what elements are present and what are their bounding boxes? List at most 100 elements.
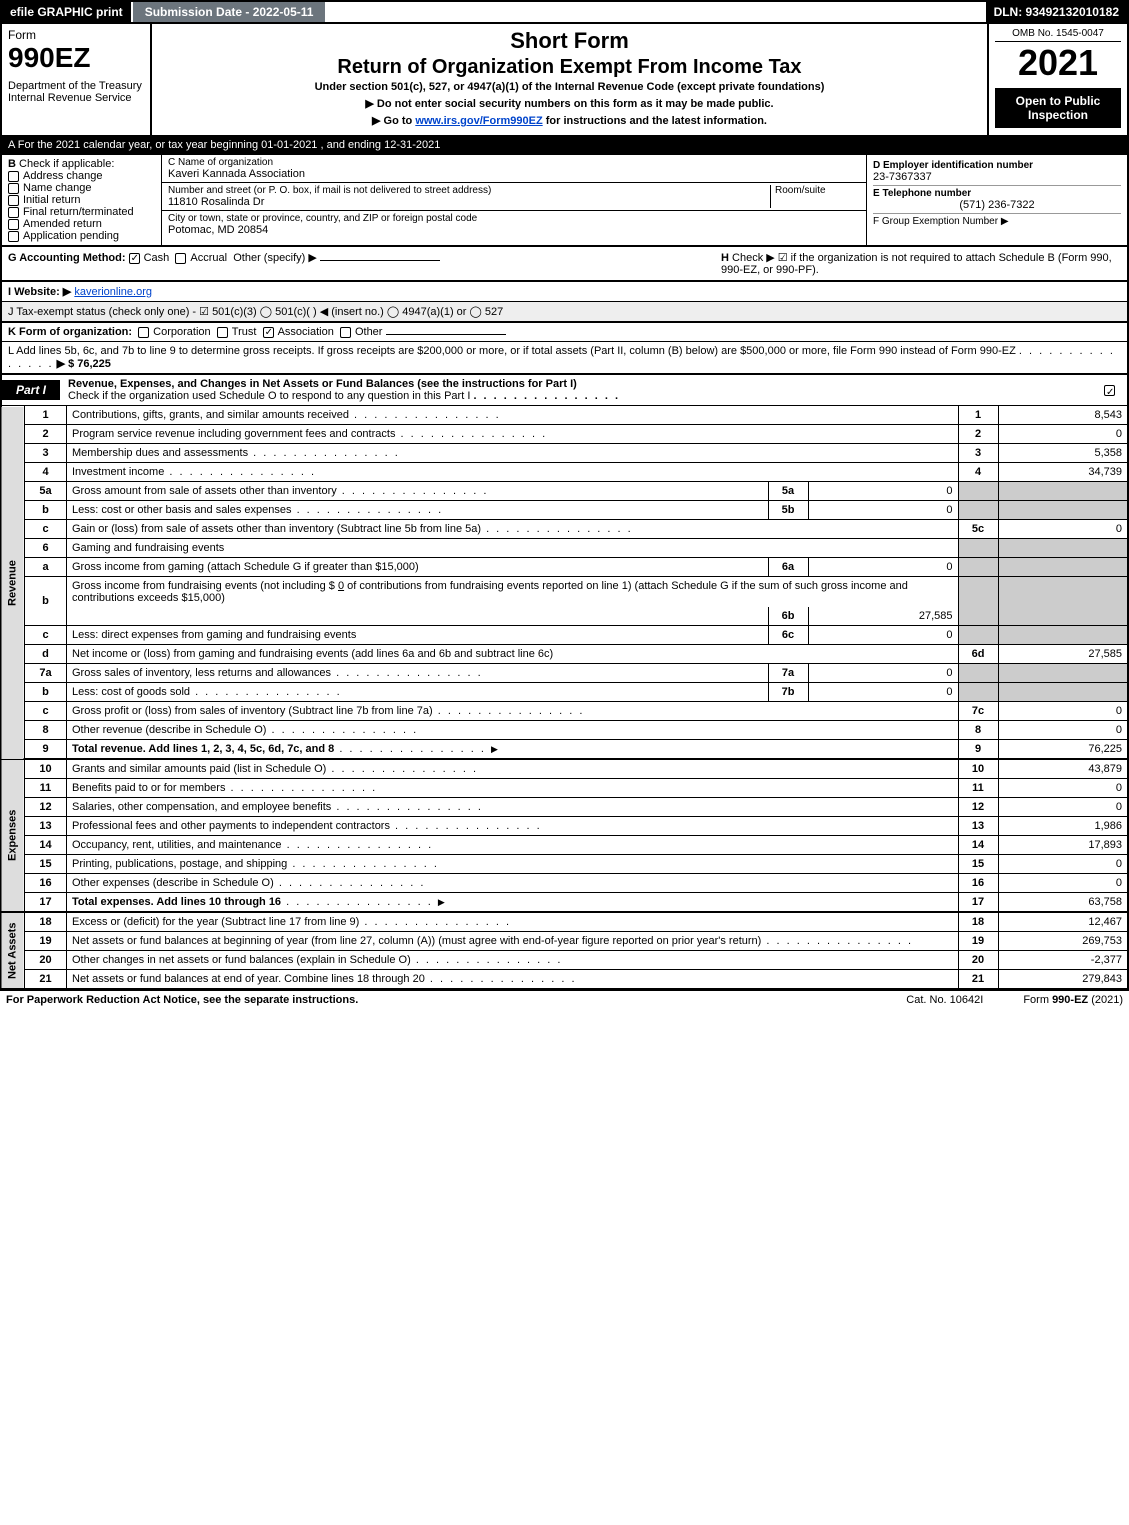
shade-cell — [958, 501, 998, 520]
checkbox-trust[interactable] — [217, 327, 228, 338]
l6c-num: c — [25, 626, 67, 645]
l14-num: 14 — [25, 836, 67, 855]
checkbox-schedule-o[interactable] — [1104, 385, 1115, 396]
row-6d: d Net income or (loss) from gaming and f… — [1, 645, 1128, 664]
l13-desc: Professional fees and other payments to … — [72, 820, 390, 832]
checkbox-final-return[interactable] — [8, 207, 19, 218]
checkbox-name-change[interactable] — [8, 183, 19, 194]
l7c-rn: 7c — [958, 702, 998, 721]
dots-icon — [164, 466, 316, 478]
l8-val: 0 — [998, 721, 1128, 740]
l18-val: 12,467 — [998, 912, 1128, 932]
k-trust: Trust — [232, 326, 257, 338]
l6c-sv: 0 — [808, 626, 958, 645]
website-link[interactable]: kaverionline.org — [74, 286, 152, 298]
l10-rn: 10 — [958, 759, 998, 779]
row-6a: a Gross income from gaming (attach Sched… — [1, 558, 1128, 577]
row-20: 20 Other changes in net assets or fund b… — [1, 951, 1128, 970]
side-revenue: Revenue — [1, 406, 25, 759]
h-label: H — [721, 252, 729, 264]
checkbox-address-change[interactable] — [8, 171, 19, 182]
row-16: 16 Other expenses (describe in Schedule … — [1, 874, 1128, 893]
form-header: Form 990EZ Department of the Treasury In… — [0, 24, 1129, 137]
b-item-2: Initial return — [23, 194, 80, 206]
checkbox-initial-return[interactable] — [8, 195, 19, 206]
l15-desc: Printing, publications, postage, and shi… — [72, 858, 287, 870]
phone-label: E Telephone number — [873, 188, 1121, 199]
l21-val: 279,843 — [998, 970, 1128, 990]
i-label: I Website: ▶ — [8, 286, 71, 298]
dots-icon — [292, 504, 444, 516]
l17-num: 17 — [25, 893, 67, 913]
c-city-label: City or town, state or province, country… — [168, 213, 860, 224]
l16-val: 0 — [998, 874, 1128, 893]
l7a-desc: Gross sales of inventory, less returns a… — [72, 667, 331, 679]
l20-desc: Other changes in net assets or fund bala… — [72, 954, 411, 966]
part1-sub-dots — [473, 390, 620, 402]
irs-link[interactable]: www.irs.gov/Form990EZ — [415, 115, 542, 127]
part1-table: Revenue 1 Contributions, gifts, grants, … — [0, 406, 1129, 990]
l19-rn: 19 — [958, 932, 998, 951]
checkbox-assoc[interactable] — [263, 327, 274, 338]
l6a-num: a — [25, 558, 67, 577]
dots-icon — [433, 705, 585, 717]
l5c-desc: Gain or (loss) from sale of assets other… — [72, 523, 481, 535]
section-i: I Website: ▶ kaverionline.org — [0, 282, 1129, 301]
shade-cell — [998, 664, 1128, 683]
checkbox-corp[interactable] — [138, 327, 149, 338]
dots-icon — [481, 523, 633, 535]
l12-desc: Salaries, other compensation, and employ… — [72, 801, 331, 813]
shade-cell — [998, 501, 1128, 520]
dots-icon — [395, 428, 547, 440]
c-name-label: C Name of organization — [168, 157, 860, 168]
header-left: Form 990EZ Department of the Treasury In… — [2, 24, 152, 135]
l5b-sv: 0 — [808, 501, 958, 520]
section-j: J Tax-exempt status (check only one) - ☑… — [0, 301, 1129, 323]
l12-num: 12 — [25, 798, 67, 817]
short-form-title: Short Form — [162, 28, 977, 54]
l8-desc: Other revenue (describe in Schedule O) — [72, 724, 266, 736]
section-g: G Accounting Method: Cash Accrual Other … — [8, 251, 721, 276]
l5c-rn: 5c — [958, 520, 998, 539]
k-corp: Corporation — [153, 326, 210, 338]
c-addr-label: Number and street (or P. O. box, if mail… — [168, 185, 770, 196]
l5a-num: 5a — [25, 482, 67, 501]
checkbox-amended-return[interactable] — [8, 219, 19, 230]
l12-rn: 12 — [958, 798, 998, 817]
row-6b-1: b Gross income from fundraising events (… — [1, 577, 1128, 608]
dots-icon — [349, 409, 501, 421]
footer-form-pre: Form — [1023, 994, 1052, 1006]
checkbox-application-pending[interactable] — [8, 231, 19, 242]
dots-icon — [390, 820, 542, 832]
row-7c: c Gross profit or (loss) from sales of i… — [1, 702, 1128, 721]
checkbox-cash[interactable] — [129, 253, 140, 264]
l20-num: 20 — [25, 951, 67, 970]
dots-icon — [248, 447, 400, 459]
org-city: Potomac, MD 20854 — [168, 224, 860, 236]
l7b-sv: 0 — [808, 683, 958, 702]
l3-rn: 3 — [958, 444, 998, 463]
l11-num: 11 — [25, 779, 67, 798]
instr-goto-post: for instructions and the latest informat… — [546, 115, 767, 127]
row-15: 15 Printing, publications, postage, and … — [1, 855, 1128, 874]
l15-rn: 15 — [958, 855, 998, 874]
dots-icon — [274, 877, 426, 889]
header-center: Short Form Return of Organization Exempt… — [152, 24, 987, 135]
l7b-desc: Less: cost of goods sold — [72, 686, 190, 698]
l5a-sn: 5a — [768, 482, 808, 501]
page-footer: For Paperwork Reduction Act Notice, see … — [0, 990, 1129, 1009]
part1-badge: Part I — [2, 380, 60, 400]
b-item-0: Address change — [23, 170, 103, 182]
section-d: D Employer identification number 23-7367… — [867, 155, 1127, 245]
l13-rn: 13 — [958, 817, 998, 836]
checkbox-other-org[interactable] — [340, 327, 351, 338]
l6b-num: b — [25, 577, 67, 626]
part1-title: Revenue, Expenses, and Changes in Net As… — [60, 375, 1096, 405]
row-13: 13 Professional fees and other payments … — [1, 817, 1128, 836]
part1-title-text: Revenue, Expenses, and Changes in Net As… — [68, 378, 577, 390]
checkbox-accrual[interactable] — [175, 253, 186, 264]
dots-icon — [225, 782, 377, 794]
l7a-sv: 0 — [808, 664, 958, 683]
org-address: 11810 Rosalinda Dr — [168, 196, 770, 208]
l14-desc: Occupancy, rent, utilities, and maintena… — [72, 839, 282, 851]
